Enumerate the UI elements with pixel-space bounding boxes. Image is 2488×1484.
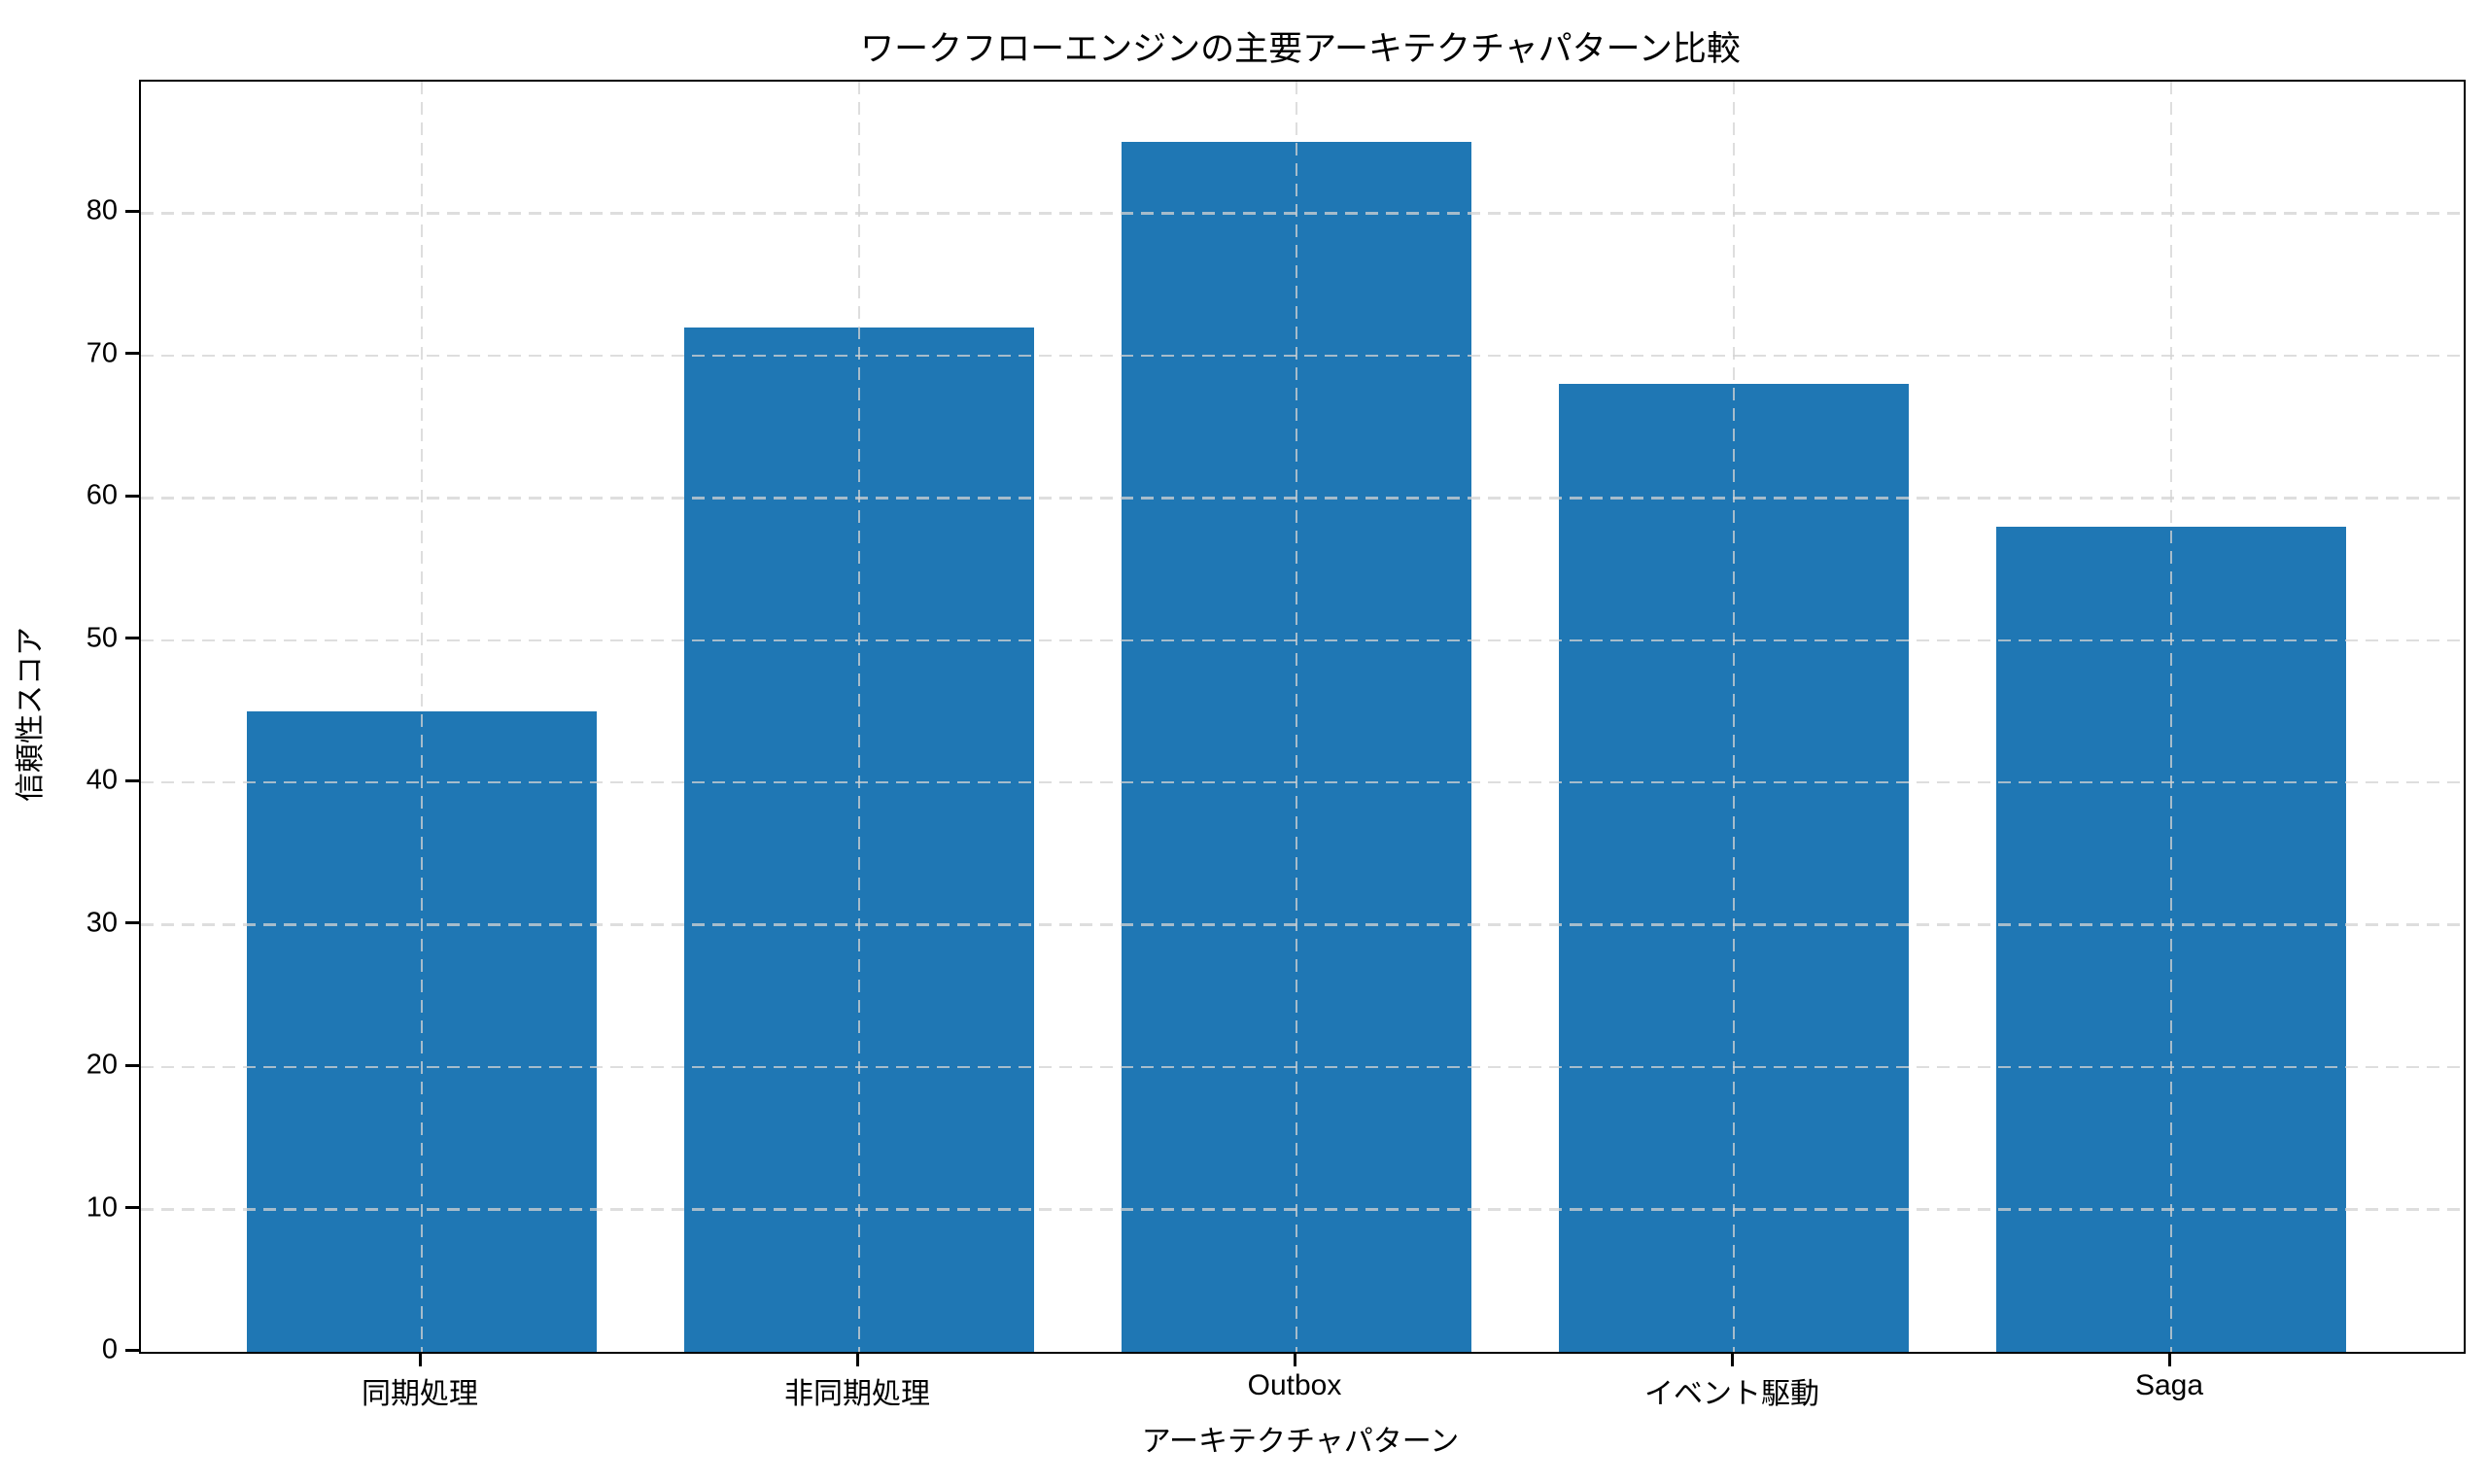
y-gridline (141, 354, 2464, 358)
y-gridline (141, 1065, 2464, 1069)
chart-title: ワークフローエンジンの主要アーキテクチャパターン比較 (860, 30, 1741, 68)
y-tick-mark (125, 778, 139, 782)
y-tick-mark (125, 637, 139, 640)
x-tick-mark (2167, 1352, 2171, 1366)
x-gridline (1295, 82, 1298, 1352)
y-tick-mark (125, 494, 139, 498)
y-tick-label: 20 (86, 1049, 118, 1081)
y-tick-label: 60 (86, 479, 118, 511)
y-tick-mark (125, 1206, 139, 1210)
y-tick-label: 80 (86, 194, 118, 226)
x-tick-label: 非同期処理 (784, 1378, 930, 1410)
x-tick-mark (418, 1352, 422, 1366)
y-gridline (141, 638, 2464, 642)
x-gridline (857, 82, 861, 1352)
y-tick-mark (125, 209, 139, 213)
y-gridline (141, 780, 2464, 784)
x-tick-mark (1730, 1352, 1734, 1366)
y-tick-label: 50 (86, 622, 118, 654)
y-tick-mark (125, 1063, 139, 1067)
y-gridline (141, 497, 2464, 500)
x-gridline (1732, 82, 1736, 1352)
x-tick-label: イベント駆動 (1644, 1378, 1819, 1410)
x-tick-mark (855, 1352, 859, 1366)
x-gridline (2169, 82, 2173, 1352)
y-tick-mark (125, 921, 139, 925)
x-tick-mark (1293, 1352, 1296, 1366)
y-tick-label: 70 (86, 337, 118, 369)
x-tick-label: Outbox (1247, 1369, 1342, 1401)
plot-area (139, 80, 2466, 1354)
x-tick-label: Saga (2134, 1369, 2204, 1401)
y-gridline (141, 1208, 2464, 1211)
y-tick-mark (125, 352, 139, 356)
y-tick-label: 0 (101, 1333, 118, 1365)
x-axis-label: アーキテクチャパターン (1141, 1426, 1460, 1458)
y-tick-label: 10 (86, 1191, 118, 1224)
y-gridline (141, 212, 2464, 215)
x-gridline (420, 82, 424, 1352)
y-gridline (141, 923, 2464, 926)
y-tick-mark (125, 1348, 139, 1352)
y-tick-label: 30 (86, 907, 118, 939)
x-tick-label: 同期処理 (362, 1378, 478, 1410)
y-tick-label: 40 (86, 764, 118, 796)
